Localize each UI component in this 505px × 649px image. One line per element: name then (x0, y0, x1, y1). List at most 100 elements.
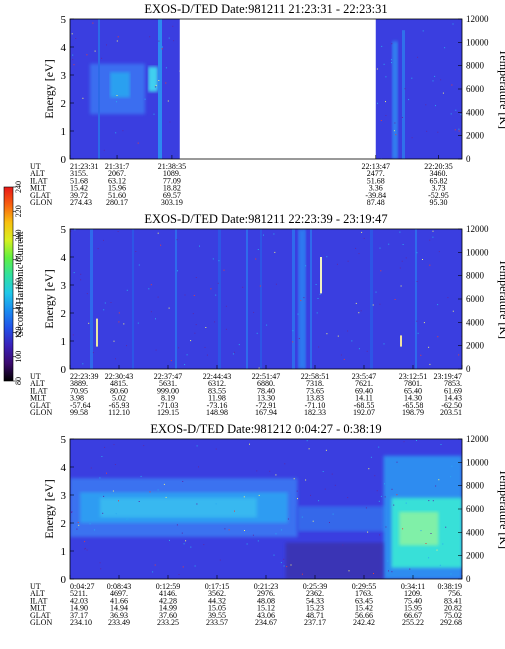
orbit-cell: 22:23:39 (70, 372, 98, 381)
noise-dot (438, 251, 440, 253)
noise-dot (297, 498, 298, 500)
noise-dot (372, 304, 374, 306)
orbit-cell: 42.03 (70, 596, 88, 605)
orbit-cell: -68.55 (354, 401, 375, 410)
noise-dot (405, 257, 407, 259)
orbit-cell: 22:20:35 (424, 162, 452, 171)
orbit-cell: 5211. (70, 589, 88, 598)
y2-tick-label: 6000 (466, 294, 485, 304)
noise-dot (380, 120, 382, 121)
noise-dot (152, 571, 154, 573)
orbit-cell: 1763. (355, 589, 373, 598)
y2-tick-label: 4000 (466, 527, 485, 537)
orbit-cell: 37.60 (159, 611, 177, 620)
colorbar-tick-label: 120 (14, 327, 23, 339)
orbit-cell: -65.58 (403, 401, 424, 410)
noise-dot (184, 294, 186, 296)
orbit-row-label: UT (30, 582, 41, 591)
orbit-cell: 14.11 (355, 394, 373, 403)
noise-dot (391, 59, 392, 61)
orbit-cell: 7853. (444, 379, 462, 388)
orbit-cell: 66.67 (404, 611, 422, 620)
orbit-cell: 255.22 (402, 618, 424, 627)
vertical-stripe (175, 229, 177, 369)
noise-dot (343, 358, 345, 360)
colorbar-tick-label: 140 (14, 302, 23, 314)
noise-dot (395, 134, 397, 136)
noise-dot (150, 311, 152, 313)
orbit-cell: 1209. (404, 589, 422, 598)
noise-dot (422, 259, 423, 260)
noise-dot (315, 284, 317, 285)
noise-dot (266, 324, 268, 326)
orbit-row-label: ALT (30, 169, 45, 178)
colorbar-tick-label: 160 (14, 278, 23, 290)
noise-dot (384, 496, 386, 498)
noise-dot (72, 334, 74, 336)
noise-dot (113, 340, 115, 342)
noise-dot (440, 444, 442, 445)
orbit-cell: 22:58:51 (301, 372, 329, 381)
noise-dot (256, 470, 258, 472)
orbit-cell: 48.08 (257, 596, 275, 605)
y2-axis-label: Temperature [K] (497, 259, 505, 339)
noise-dot (149, 491, 151, 493)
orbit-cell: 13.30 (257, 394, 275, 403)
orbit-cell: 75.02 (444, 611, 462, 620)
noise-dot (318, 500, 320, 502)
noise-dot (329, 522, 330, 523)
orbit-cell: 23:12:51 (399, 372, 427, 381)
noise-dot (86, 549, 88, 551)
colorbar-tick-label: 240 (14, 181, 23, 193)
noise-dot (405, 502, 407, 504)
y-axis-label: Energy [eV] (42, 59, 56, 118)
noise-dot (367, 531, 369, 533)
noise-dot (391, 62, 392, 64)
orbit-cell: 21:23:31 (70, 162, 98, 171)
noise-dot (432, 80, 434, 82)
noise-dot (342, 544, 344, 546)
orbit-cell: 22:44:43 (203, 372, 231, 381)
noise-dot (116, 40, 118, 42)
noise-dot (259, 285, 261, 287)
noise-dot (148, 288, 150, 290)
y-tick-label: 4 (61, 252, 67, 264)
orbit-cell: 292.68 (440, 618, 462, 627)
orbit-cell: -65.93 (109, 401, 130, 410)
noise-dot (182, 566, 184, 568)
noise-dot (432, 230, 434, 232)
speckle-noise (71, 440, 453, 579)
noise-dot (117, 231, 119, 232)
noise-dot (336, 263, 338, 265)
noise-dot (167, 100, 169, 102)
noise-dot (273, 554, 275, 556)
y2-tick-label: 2000 (466, 131, 485, 141)
orbit-cell: 14.43 (444, 394, 462, 403)
noise-dot (340, 354, 342, 356)
noise-dot (249, 443, 250, 445)
noise-dot (325, 449, 327, 451)
vertical-stripe (132, 229, 134, 369)
orbit-cell: 77.09 (163, 176, 181, 185)
orbit-cell: 15.96 (108, 184, 126, 193)
vertical-stripe (298, 229, 306, 369)
orbit-table: UTALTILATMLTGLATGLON0:04:275211.42.0314.… (30, 575, 463, 627)
orbit-cell: 42.28 (159, 596, 177, 605)
noise-dot (292, 330, 294, 332)
noise-dot (409, 568, 411, 570)
orbit-cell: 0:12:59 (156, 582, 180, 591)
noise-dot (194, 332, 196, 334)
noise-dot (135, 251, 137, 252)
noise-dot (458, 354, 460, 356)
noise-dot (429, 239, 431, 241)
noise-dot (244, 530, 245, 531)
noise-dot (116, 95, 118, 96)
noise-dot (305, 265, 307, 267)
energy-band-core (100, 497, 257, 518)
orbit-table: UTALTILATMLTGLATGLON21:23:313155.51.6815… (30, 155, 453, 207)
noise-dot (417, 56, 419, 58)
orbit-cell: -72.91 (256, 401, 277, 410)
orbit-cell: 51.68 (70, 176, 88, 185)
vertical-stripe (402, 30, 405, 159)
